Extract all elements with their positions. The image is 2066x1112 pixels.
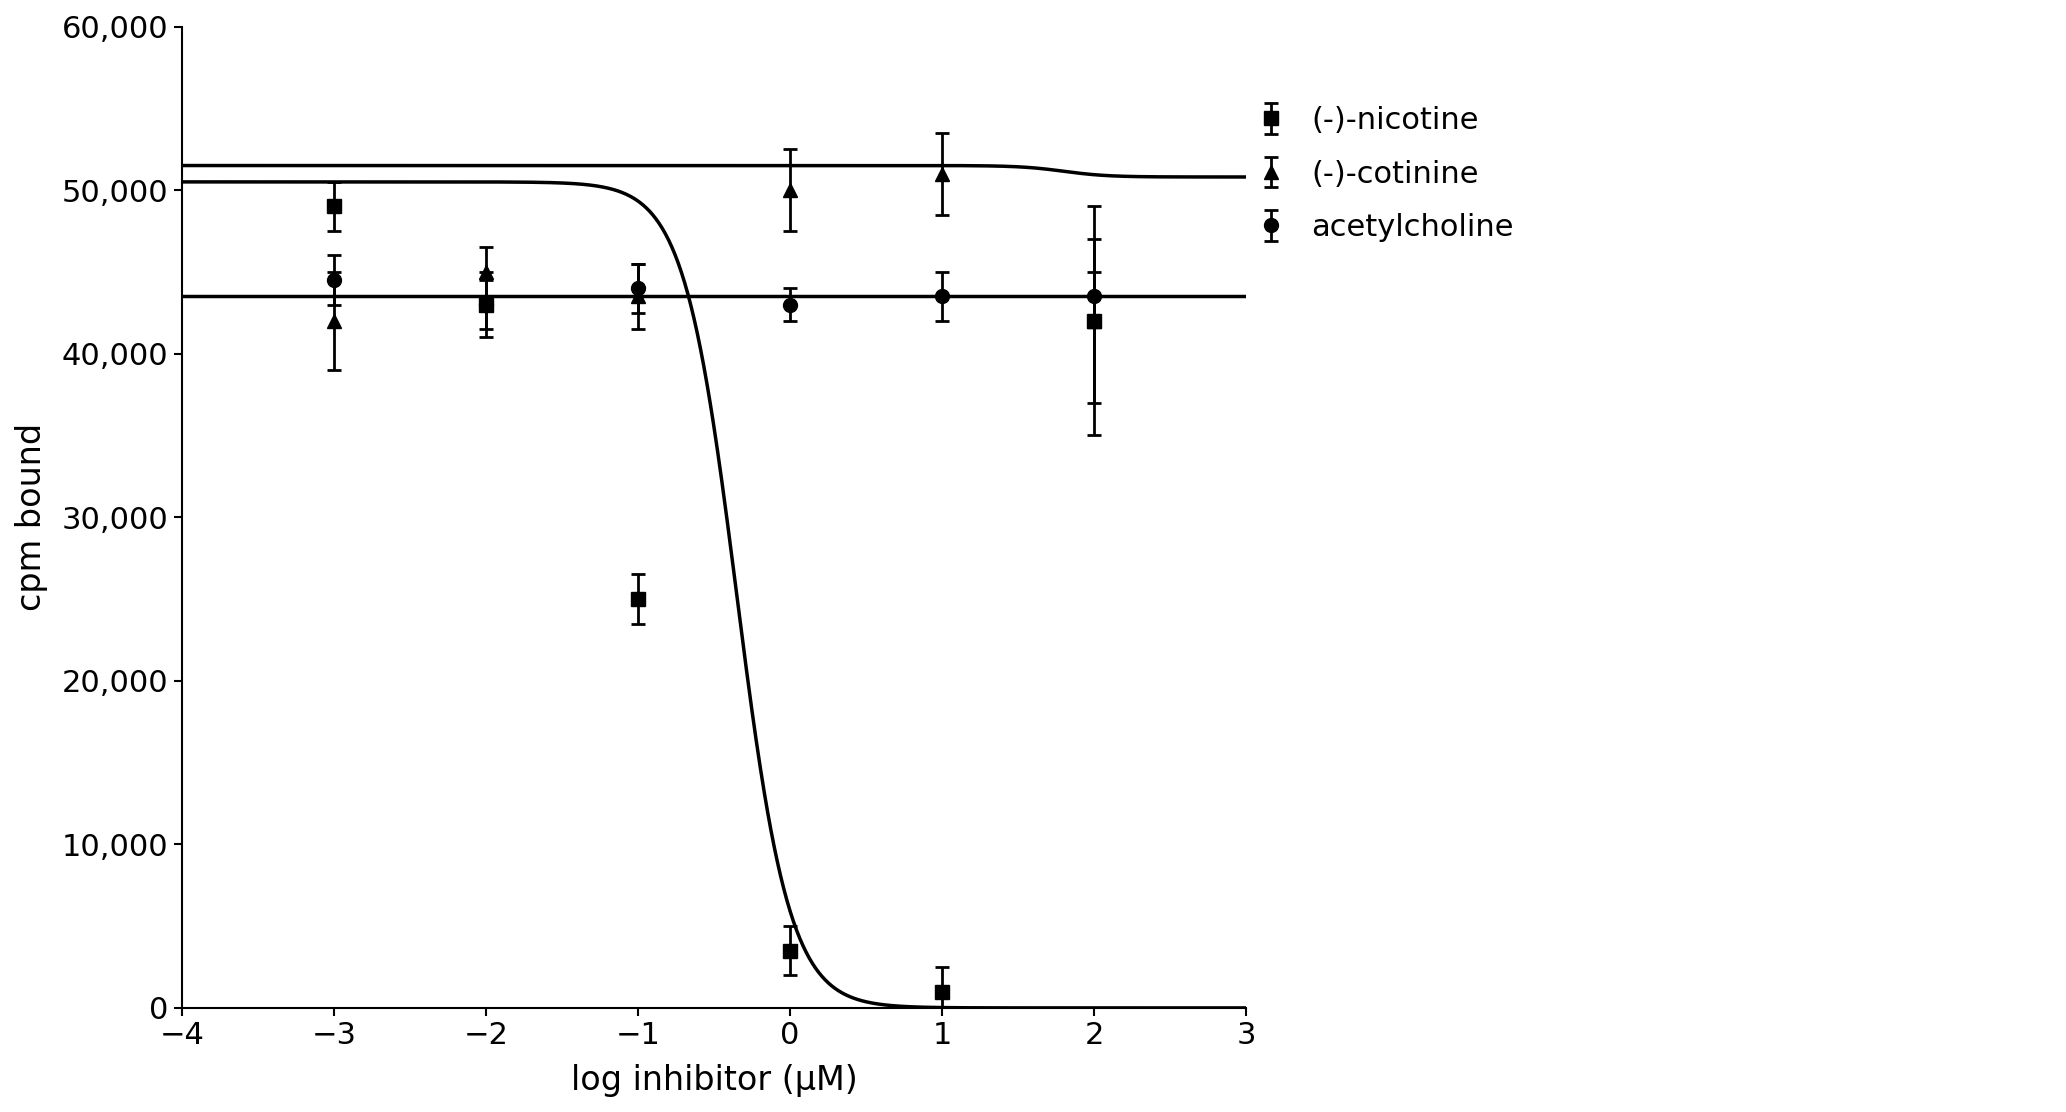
X-axis label: log inhibitor (μM): log inhibitor (μM) (570, 1064, 857, 1098)
Y-axis label: cpm bound: cpm bound (14, 424, 48, 612)
Legend: (-)-nicotine, (-)-cotinine, acetylcholine: (-)-nicotine, (-)-cotinine, acetylcholin… (1242, 91, 1529, 257)
